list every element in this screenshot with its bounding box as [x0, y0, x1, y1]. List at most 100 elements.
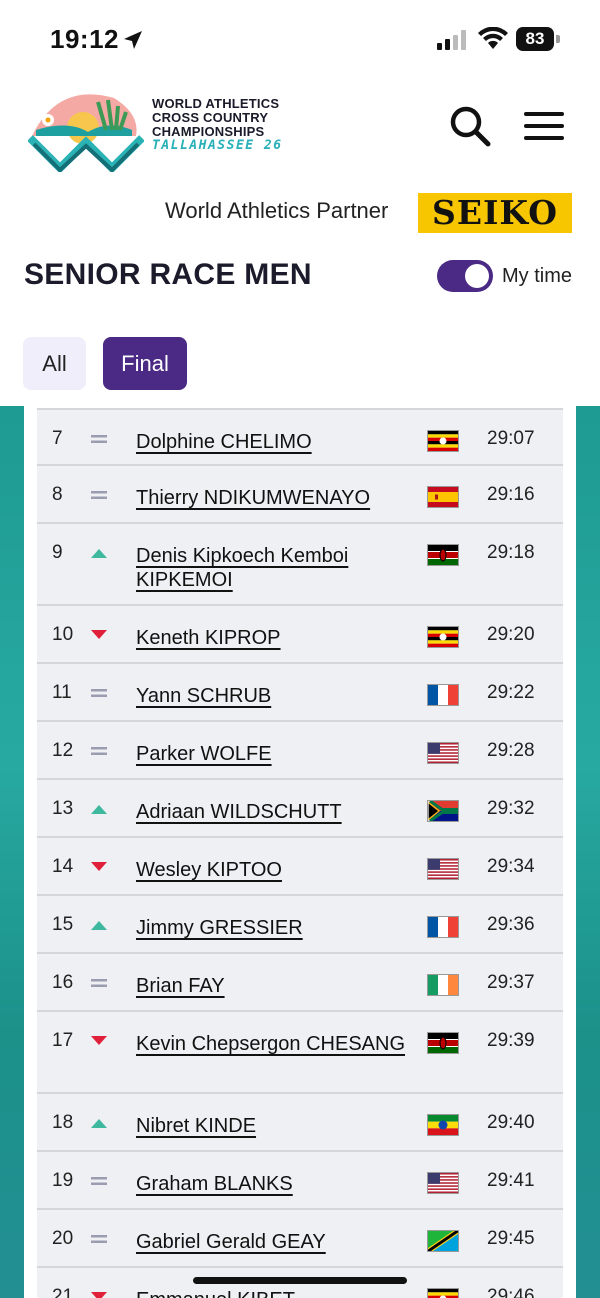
battery-cap — [556, 35, 560, 43]
uganda-flag — [427, 430, 459, 452]
france-flag — [427, 916, 459, 938]
rank-unchanged-icon — [90, 432, 108, 444]
result-row[interactable]: 10 Keneth KIPROP 29:20 — [37, 606, 563, 664]
result-time: 29:46 — [487, 1286, 535, 1298]
status-bar: 19:12 83 — [0, 0, 600, 80]
athlete-name-link[interactable]: Gabriel Gerald GEAY — [136, 1231, 326, 1253]
search-icon[interactable] — [448, 104, 492, 148]
result-row[interactable]: 19 Graham BLANKS 29:41 — [37, 1152, 563, 1210]
usa-flag — [427, 1172, 459, 1194]
uganda-flag — [427, 1288, 459, 1298]
athlete-name-link[interactable]: Keneth KIPROP — [136, 627, 281, 649]
result-row[interactable]: 17 Kevin Chepsergon CHESANG 29:39 — [37, 1012, 563, 1094]
tanzania-flag — [427, 1230, 459, 1252]
result-row[interactable]: 9 Denis Kipkoech Kemboi KIPKEMOI 29:18 — [37, 524, 563, 606]
result-time: 29:22 — [487, 682, 535, 703]
home-indicator[interactable] — [193, 1277, 407, 1284]
filter-all-button[interactable]: All — [23, 337, 86, 390]
result-time: 29:37 — [487, 972, 535, 993]
rank-up-icon — [90, 918, 108, 930]
my-time-toggle[interactable] — [437, 260, 493, 292]
rank-number: 7 — [52, 428, 63, 449]
rank-up-icon — [90, 802, 108, 814]
race-header: SENIOR RACE MEN My time — [0, 250, 600, 302]
my-time-label: My time — [502, 265, 572, 287]
athlete-name-link[interactable]: Wesley KIPTOO — [136, 859, 282, 881]
rank-number: 8 — [52, 484, 63, 505]
result-time: 29:36 — [487, 914, 535, 935]
seiko-logo[interactable]: SEIKO — [418, 193, 572, 233]
hamburger-menu-icon[interactable] — [522, 108, 566, 144]
result-row[interactable]: 16 Brian FAY 29:37 — [37, 954, 563, 1012]
athlete-name-link[interactable]: Parker WOLFE — [136, 743, 272, 765]
south-africa-flag — [427, 800, 459, 822]
result-row[interactable]: 15 Jimmy GRESSIER 29:36 — [37, 896, 563, 954]
rank-down-icon — [90, 1290, 108, 1298]
battery-level: 83 — [516, 27, 554, 51]
page-title: SENIOR RACE MEN — [24, 258, 312, 291]
athlete-name-link[interactable]: Emmanuel KIBET — [136, 1288, 426, 1298]
athlete-name-link[interactable]: Graham BLANKS — [136, 1173, 293, 1195]
athlete-name-link[interactable]: Nibret KINDE — [136, 1115, 257, 1137]
rank-number: 21 — [52, 1286, 74, 1298]
status-time: 19:12 — [50, 24, 119, 54]
logo-wordmark: WORLD ATHLETICS CROSS COUNTRY CHAMPIONSH… — [152, 97, 283, 153]
athlete-name-link[interactable]: Dolphine CHELIMO — [136, 431, 312, 453]
rank-number: 10 — [52, 624, 74, 645]
result-time: 29:07 — [487, 428, 535, 449]
athlete-name-link[interactable]: Kevin Chepsergon CHESANG — [136, 1033, 406, 1055]
usa-flag — [427, 858, 459, 880]
rank-unchanged-icon — [90, 488, 108, 500]
result-time: 29:18 — [487, 542, 535, 563]
result-time: 29:16 — [487, 484, 535, 505]
athlete-name-link[interactable]: Yann SCHRUB — [136, 685, 272, 707]
rank-number: 18 — [52, 1112, 74, 1133]
result-row[interactable]: 20 Gabriel Gerald GEAY 29:45 — [37, 1210, 563, 1268]
result-row[interactable]: 8 Thierry NDIKUMWENAYO 29:16 — [37, 466, 563, 524]
rank-number: 16 — [52, 972, 74, 993]
ethiopia-flag — [427, 1114, 459, 1136]
result-time: 29:39 — [487, 1030, 535, 1051]
rank-number: 11 — [52, 682, 72, 703]
rank-number: 20 — [52, 1228, 74, 1249]
filter-final-button[interactable]: Final — [103, 337, 187, 390]
result-row[interactable]: 18 Nibret KINDE 29:40 — [37, 1094, 563, 1152]
battery-indicator: 83 — [516, 27, 560, 51]
result-row[interactable]: 13 Adriaan WILDSCHUTT 29:32 — [37, 780, 563, 838]
athlete-name-link[interactable]: Denis Kipkoech Kemboi KIPKEMOI — [136, 545, 349, 591]
athlete-name-link[interactable]: Thierry NDIKUMWENAYO — [136, 487, 371, 509]
championship-logo[interactable] — [28, 90, 144, 172]
result-time: 29:28 — [487, 740, 535, 761]
rank-down-icon — [90, 628, 108, 640]
result-time: 29:41 — [487, 1170, 535, 1191]
rank-unchanged-icon — [90, 976, 108, 988]
result-row[interactable]: 7 Dolphine CHELIMO 29:07 — [37, 408, 563, 466]
rank-up-icon — [90, 546, 108, 558]
logo-location: TALLAHASSEE 26 — [152, 138, 283, 153]
partner-label: World Athletics Partner — [165, 198, 389, 223]
logo-line-1: WORLD ATHLETICS — [152, 96, 280, 111]
rank-number: 13 — [52, 798, 74, 819]
kenya-flag — [427, 544, 459, 566]
logo-line-2: CROSS COUNTRY — [152, 110, 269, 125]
usa-flag — [427, 742, 459, 764]
result-time: 29:34 — [487, 856, 535, 877]
rank-number: 19 — [52, 1170, 74, 1191]
result-row[interactable]: 11 Yann SCHRUB 29:22 — [37, 664, 563, 722]
result-row[interactable]: 14 Wesley KIPTOO 29:34 — [37, 838, 563, 896]
ireland-flag — [427, 974, 459, 996]
toggle-knob — [465, 264, 489, 288]
spain-flag — [427, 486, 459, 508]
athlete-name-link[interactable]: Jimmy GRESSIER — [136, 917, 303, 939]
result-row[interactable]: 12 Parker WOLFE 29:28 — [37, 722, 563, 780]
rank-number: 9 — [52, 542, 63, 563]
site-header: WORLD ATHLETICS CROSS COUNTRY CHAMPIONSH… — [0, 80, 600, 180]
athlete-name-link[interactable]: Adriaan WILDSCHUTT — [136, 801, 342, 823]
athlete-name-link[interactable]: Brian FAY — [136, 975, 225, 997]
uganda-flag — [427, 626, 459, 648]
rank-number: 15 — [52, 914, 74, 935]
france-flag — [427, 684, 459, 706]
result-time: 29:45 — [487, 1228, 535, 1249]
cellular-signal-icon — [437, 30, 466, 50]
partner-banner: World Athletics Partner SEIKO — [0, 193, 600, 233]
